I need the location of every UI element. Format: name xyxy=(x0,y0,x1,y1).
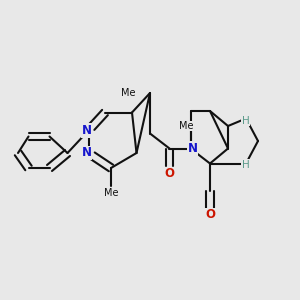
Text: N: N xyxy=(82,146,92,160)
Text: H: H xyxy=(242,116,249,126)
Text: O: O xyxy=(205,208,215,221)
Text: Me: Me xyxy=(121,88,135,98)
Text: N: N xyxy=(82,124,92,137)
Text: Me: Me xyxy=(104,188,118,197)
Text: O: O xyxy=(164,167,175,180)
Text: N: N xyxy=(188,142,197,155)
Text: Me: Me xyxy=(179,121,194,131)
Text: H: H xyxy=(242,160,249,170)
